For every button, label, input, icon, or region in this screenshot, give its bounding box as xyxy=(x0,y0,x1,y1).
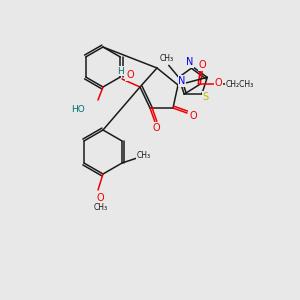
Text: N: N xyxy=(186,57,194,67)
Text: O: O xyxy=(198,60,206,70)
Text: O: O xyxy=(189,111,197,121)
Text: CH₂CH₃: CH₂CH₃ xyxy=(226,80,254,88)
Text: O: O xyxy=(96,193,104,203)
Text: CH₃: CH₃ xyxy=(94,202,108,211)
Text: HO: HO xyxy=(71,104,85,113)
Text: N: N xyxy=(178,76,186,86)
Text: O: O xyxy=(214,78,222,88)
Text: S: S xyxy=(203,92,209,102)
Text: CH₃: CH₃ xyxy=(137,152,151,160)
Text: O: O xyxy=(126,70,134,80)
Text: O: O xyxy=(152,123,160,133)
Text: H: H xyxy=(117,67,123,76)
Text: CH₃: CH₃ xyxy=(160,54,174,63)
